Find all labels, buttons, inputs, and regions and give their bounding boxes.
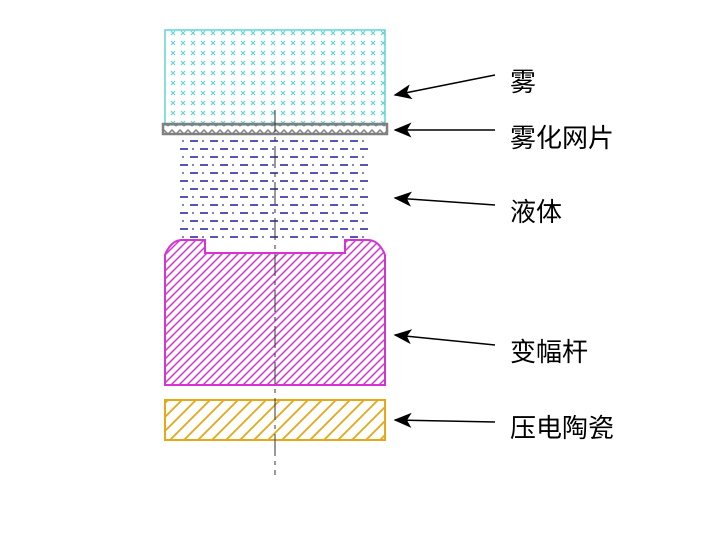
arrow-mist bbox=[395, 75, 495, 95]
label-horn: 变幅杆 bbox=[510, 332, 588, 369]
atomizer-diagram bbox=[0, 0, 719, 537]
label-mist: 雾 bbox=[510, 62, 536, 99]
arrow-liquid bbox=[395, 198, 495, 205]
label-piezo-ceramic: 压电陶瓷 bbox=[510, 408, 614, 445]
arrow-horn bbox=[395, 335, 495, 345]
label-atomizing-mesh: 雾化网片 bbox=[510, 118, 614, 155]
label-liquid: 液体 bbox=[510, 192, 562, 229]
arrow-piezo bbox=[395, 420, 495, 422]
